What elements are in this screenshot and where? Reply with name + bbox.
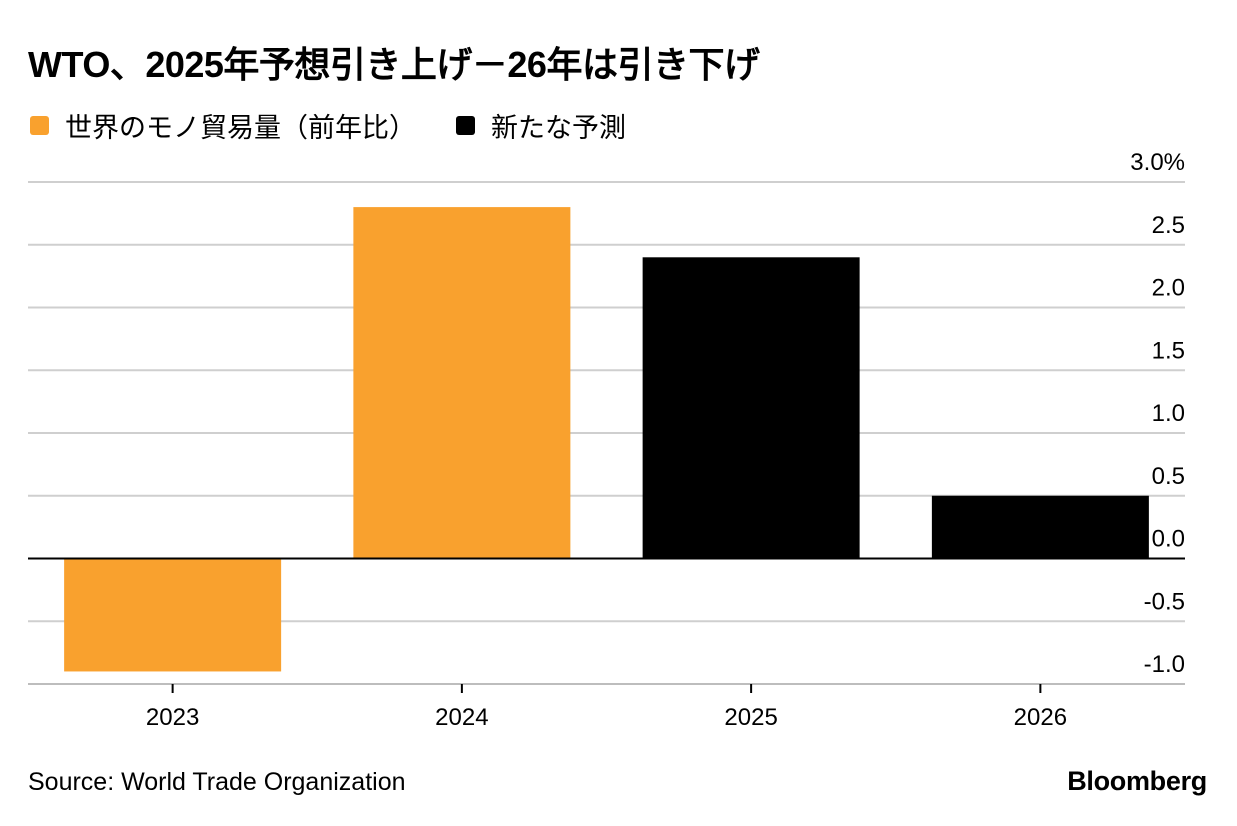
y-tick-label: 1.0 (1152, 400, 1185, 427)
y-tick-label: 2.5 (1152, 212, 1185, 239)
y-tick-label: -0.5 (1144, 588, 1185, 615)
legend-item-new-forecast: 新たな予測 (456, 106, 626, 145)
bar-2023 (64, 558, 282, 672)
legend-label-goods-trade: 世界のモノ貿易量（前年比） (65, 112, 416, 143)
legend-label-new-forecast: 新たな予測 (491, 112, 626, 143)
bar-2025 (642, 257, 860, 559)
chart-title: WTO、2025年予想引き上げ－26年は引き下げ (28, 44, 760, 85)
source-note: Source: World Trade Organization (28, 768, 406, 796)
y-tick-label: 0.5 (1152, 463, 1185, 490)
legend-swatch-black (456, 115, 475, 135)
brand-logo-text: Bloomberg (1067, 766, 1207, 796)
legend: 世界のモノ貿易量（前年比） 新たな予測 (30, 105, 666, 145)
bar-2026 (931, 495, 1149, 559)
y-tick-label: 1.5 (1152, 337, 1185, 364)
bar-2024 (353, 207, 571, 559)
y-tick-label: 0.0 (1152, 526, 1185, 553)
legend-swatch-orange (30, 115, 49, 135)
y-tick-label: 2.0 (1152, 275, 1185, 302)
y-tick-label: 3.0% (1130, 149, 1185, 176)
x-tick-label: 2025 (724, 704, 777, 731)
x-tick-label: 2026 (1014, 704, 1067, 731)
x-tick-label: 2024 (435, 704, 488, 731)
y-tick-label: -1.0 (1144, 651, 1185, 678)
x-tick-label: 2023 (146, 704, 199, 731)
legend-item-goods-trade: 世界のモノ貿易量（前年比） (30, 106, 416, 145)
